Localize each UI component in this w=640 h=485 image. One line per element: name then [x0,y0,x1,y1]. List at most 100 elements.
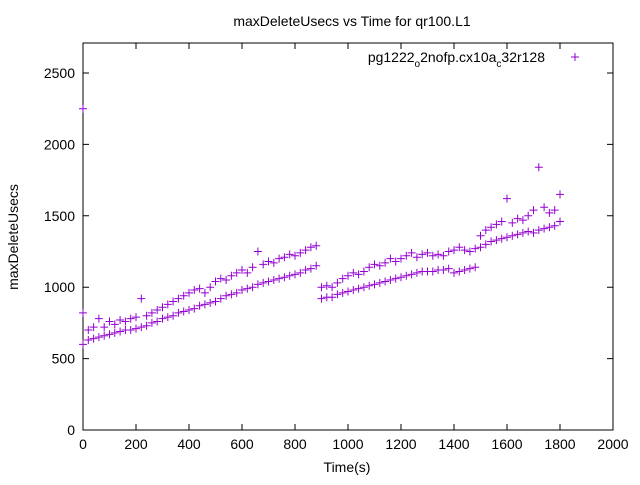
data-point [349,268,358,277]
data-point [338,274,347,283]
x-tick-label: 1000 [332,436,363,452]
data-point [259,260,268,269]
data-point [412,253,421,262]
data-point [450,246,458,255]
data-point [503,233,511,242]
data-point [386,254,395,263]
data-point [375,278,384,287]
data-point [444,247,453,256]
data-point [317,283,326,292]
data-point [328,293,337,302]
data-point [79,340,87,349]
data-point [359,267,368,276]
data-point [465,264,474,273]
y-tick-label: 1500 [44,208,75,224]
x-tick-label: 1400 [438,436,469,452]
data-point [116,327,125,336]
data-point [147,308,156,317]
data-point [121,317,130,326]
data-point [365,263,374,272]
data-point [518,216,527,225]
data-point [487,237,496,246]
data-point [439,266,448,275]
data-point [195,301,204,310]
data-point [312,261,321,270]
data-point [222,276,231,285]
data-point [200,288,209,297]
data-point [116,316,125,325]
data-point [248,263,257,272]
data-point [174,308,183,317]
data-point [402,271,411,280]
data-point [412,268,421,277]
data-point [476,231,485,240]
data-point [301,266,310,275]
data-point [280,273,289,282]
data-point [163,313,172,322]
data-point [508,231,517,240]
data-point [534,163,543,172]
data-point [248,283,257,292]
data-point [481,226,490,235]
data-point [524,211,533,220]
data-point [110,320,119,329]
data-point [291,251,299,260]
data-point [195,284,204,293]
data-point [540,224,549,233]
data-point [169,297,178,306]
data-point [317,294,326,303]
y-tick-label: 2500 [44,65,75,81]
axis-ticks: 0 200 400 600 800 1000 1200 1400 1600 1800 2000 0 50… [44,43,629,452]
data-point [529,228,538,237]
data-point [158,303,167,312]
data-point [185,288,193,297]
y-tick-label: 2000 [44,136,75,152]
data-point [476,243,485,252]
data-point [137,323,146,332]
data-point [344,287,352,296]
data-point [428,267,437,276]
data-point [513,214,522,223]
data-point [444,264,453,273]
data-point [365,281,374,290]
data-point [518,228,527,237]
data-point [344,271,352,280]
legend: pg1222o2nofp.cx10ac32r128 [368,49,579,70]
data-point [275,254,284,263]
data-point [142,311,151,320]
data-point [110,328,119,337]
data-point [391,274,400,283]
data-point [460,266,469,275]
x-axis-label: Time(s) [324,459,371,475]
x-tick-label: 2000 [597,436,628,452]
data-point [375,261,384,270]
data-point [153,306,162,315]
data-point [296,248,305,257]
data-point [163,300,172,309]
data-point [126,314,135,323]
data-point [280,253,289,262]
data-point [349,286,358,295]
data-point [105,330,114,339]
data-point [222,291,231,300]
data-point [306,264,315,273]
data-point [487,223,496,232]
data-point [529,206,538,215]
data-point [179,291,188,300]
data-point [259,278,268,287]
data-point [397,254,405,263]
legend-marker-plus [571,53,579,61]
data-point [455,243,464,252]
data-point [354,284,363,293]
data-point [545,223,554,232]
data-point [492,220,501,229]
data-point [232,288,241,297]
data-point [227,271,236,280]
data-point [238,286,246,295]
data-point [211,297,220,306]
x-tick-label: 1600 [491,436,522,452]
data-point [79,308,87,317]
data-point [179,307,188,316]
data-point [200,300,209,309]
data-point [434,250,443,259]
